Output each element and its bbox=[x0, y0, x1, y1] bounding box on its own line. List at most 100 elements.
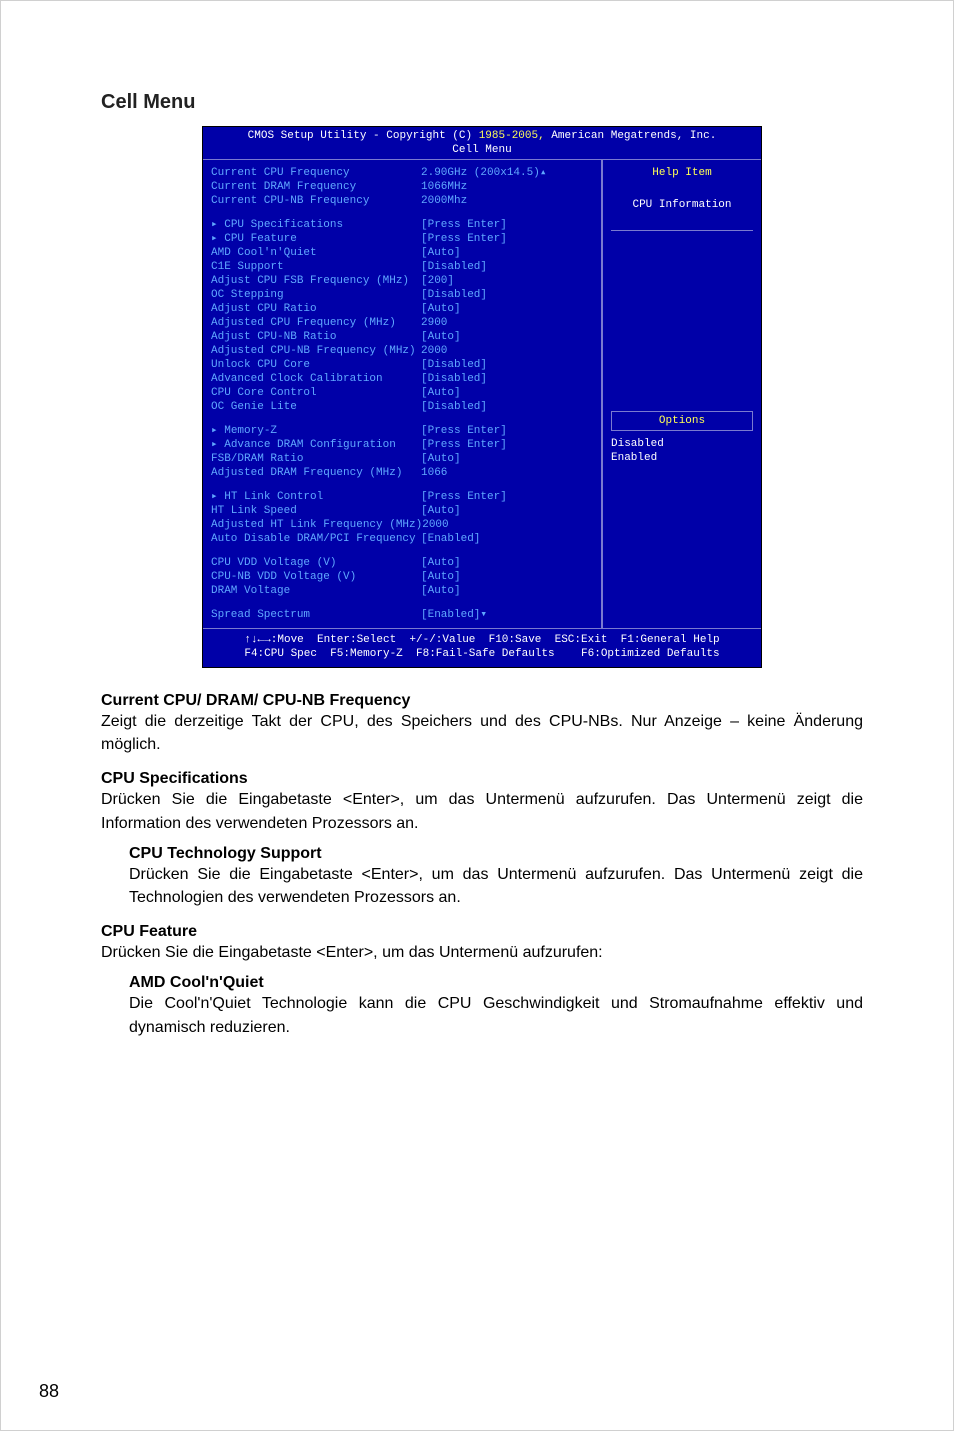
bios-row[interactable]: Adjusted HT Link Frequency (MHz)2000 bbox=[211, 518, 593, 532]
bios-row-label: DRAM Voltage bbox=[211, 584, 421, 598]
bios-row-value: 2900 bbox=[421, 316, 447, 330]
bios-row-label: Current CPU-NB Frequency bbox=[211, 194, 421, 208]
bios-row[interactable]: C1E Support[Disabled] bbox=[211, 260, 593, 274]
term-coolnquiet: AMD Cool'n'Quiet bbox=[129, 974, 863, 992]
bios-row-value: [Press Enter] bbox=[421, 424, 507, 438]
bios-row[interactable]: Current CPU-NB Frequency2000Mhz bbox=[211, 194, 593, 208]
bios-row-label: HT Link Speed bbox=[211, 504, 421, 518]
bios-row-value: [200] bbox=[421, 274, 454, 288]
bios-row-label: Spread Spectrum bbox=[211, 608, 421, 622]
bios-row-label: Unlock CPU Core bbox=[211, 358, 421, 372]
bios-row-label: CPU-NB VDD Voltage (V) bbox=[211, 570, 421, 584]
bios-right-panel: Help Item CPU Information Options Disabl… bbox=[601, 160, 761, 628]
option-enabled: Enabled bbox=[611, 451, 753, 465]
bios-row-label: C1E Support bbox=[211, 260, 421, 274]
bios-row-value: [Auto] bbox=[421, 302, 461, 316]
bios-row-value: 1066MHz bbox=[421, 180, 467, 194]
bios-row-label: CPU Core Control bbox=[211, 386, 421, 400]
sub-block-cnq: AMD Cool'n'Quiet Die Cool'n'Quiet Techno… bbox=[101, 974, 863, 1038]
bios-row-label: ▸ CPU Feature bbox=[211, 232, 421, 246]
bios-screenshot: CMOS Setup Utility - Copyright (C) 1985-… bbox=[202, 126, 762, 668]
option-disabled: Disabled bbox=[611, 437, 753, 451]
bios-row-label: ▸ Memory-Z bbox=[211, 424, 421, 438]
bios-row-value: [Disabled] bbox=[421, 288, 487, 302]
bios-row-value: [Disabled] bbox=[421, 358, 487, 372]
bios-row-value: [Press Enter] bbox=[421, 232, 507, 246]
bios-row[interactable]: Adjust CPU Ratio[Auto] bbox=[211, 302, 593, 316]
bios-row[interactable]: Adjusted DRAM Frequency (MHz)1066 bbox=[211, 466, 593, 480]
bios-row-value: [Press Enter] bbox=[421, 218, 507, 232]
bios-row[interactable]: CPU VDD Voltage (V)[Auto] bbox=[211, 556, 593, 570]
body-coolnquiet: Die Cool'n'Quiet Technologie kann die CP… bbox=[129, 992, 863, 1038]
bios-row-label: ▸ HT Link Control bbox=[211, 490, 421, 504]
bios-row[interactable]: Advanced Clock Calibration[Disabled] bbox=[211, 372, 593, 386]
sub-block-cpu-tech: CPU Technology Support Drücken Sie die E… bbox=[101, 845, 863, 909]
bios-row[interactable]: HT Link Speed[Auto] bbox=[211, 504, 593, 518]
section-title: Cell Menu bbox=[101, 91, 863, 114]
bios-row[interactable]: Current DRAM Frequency1066MHz bbox=[211, 180, 593, 194]
bios-row[interactable]: AMD Cool'n'Quiet[Auto] bbox=[211, 246, 593, 260]
bios-row[interactable]: Adjust CPU-NB Ratio[Auto] bbox=[211, 330, 593, 344]
page-number: 88 bbox=[39, 1381, 59, 1402]
bios-footer: ↑↓←→:Move Enter:Select +/-/:Value F10:Sa… bbox=[203, 628, 761, 667]
bios-row[interactable]: DRAM Voltage[Auto] bbox=[211, 584, 593, 598]
bios-row[interactable]: ▸ CPU Specifications[Press Enter] bbox=[211, 218, 593, 232]
bios-row-value: [Auto] bbox=[421, 584, 461, 598]
body-cpu-spec: Drücken Sie die Eingabetaste <Enter>, um… bbox=[101, 788, 863, 834]
bios-group2: ▸ Memory-Z[Press Enter]▸ Advance DRAM Co… bbox=[211, 424, 593, 480]
bios-row[interactable]: Current CPU Frequency2.90GHz (200x14.5) … bbox=[211, 166, 593, 180]
bios-row-value: [Auto] bbox=[421, 570, 461, 584]
term-cpu-tech: CPU Technology Support bbox=[129, 845, 863, 863]
body-cpu-feature: Drücken Sie die Eingabetaste <Enter>, um… bbox=[101, 941, 863, 964]
bios-row-value: [Auto] bbox=[421, 330, 461, 344]
scroll-down-icon: ▾ bbox=[480, 608, 487, 622]
bios-header: CMOS Setup Utility - Copyright (C) 1985-… bbox=[203, 127, 761, 143]
bios-header-post: American Megatrends, Inc. bbox=[545, 130, 717, 142]
bios-row[interactable]: Unlock CPU Core[Disabled] bbox=[211, 358, 593, 372]
bios-row[interactable]: ▸ CPU Feature[Press Enter] bbox=[211, 232, 593, 246]
bios-group4: CPU VDD Voltage (V)[Auto]CPU-NB VDD Volt… bbox=[211, 556, 593, 598]
bios-row[interactable]: ▸ Memory-Z[Press Enter] bbox=[211, 424, 593, 438]
term-current-freq: Current CPU/ DRAM/ CPU-NB Frequency bbox=[101, 692, 863, 710]
bios-row-label: Adjusted HT Link Frequency (MHz) bbox=[211, 518, 422, 532]
bios-row[interactable]: OC Genie Lite[Disabled] bbox=[211, 400, 593, 414]
bios-row-label: Adjust CPU-NB Ratio bbox=[211, 330, 421, 344]
bios-row[interactable]: FSB/DRAM Ratio[Auto] bbox=[211, 452, 593, 466]
bios-row-label: Adjusted DRAM Frequency (MHz) bbox=[211, 466, 421, 480]
bios-row[interactable]: Spread Spectrum[Enabled] ▾ bbox=[211, 608, 593, 622]
content-area: Cell Menu CMOS Setup Utility - Copyright… bbox=[61, 91, 893, 1039]
bios-row[interactable]: ▸ Advance DRAM Configuration[Press Enter… bbox=[211, 438, 593, 452]
bios-row[interactable]: ▸ HT Link Control[Press Enter] bbox=[211, 490, 593, 504]
bios-row[interactable]: Auto Disable DRAM/PCI Frequency[Enabled] bbox=[211, 532, 593, 546]
bios-row-value: [Disabled] bbox=[421, 260, 487, 274]
bios-row-label: Adjust CPU FSB Frequency (MHz) bbox=[211, 274, 421, 288]
bios-row-label: ▸ CPU Specifications bbox=[211, 218, 421, 232]
bios-row[interactable]: Adjusted CPU-NB Frequency (MHz)2000 bbox=[211, 344, 593, 358]
bios-group3: ▸ HT Link Control[Press Enter]HT Link Sp… bbox=[211, 490, 593, 546]
bios-header-year: 1985-2005, bbox=[479, 130, 545, 142]
scroll-up-icon: ▴ bbox=[540, 166, 547, 180]
bios-row-value: 2000 bbox=[421, 344, 447, 358]
bios-row-value: [Disabled] bbox=[421, 400, 487, 414]
bios-row-value: [Enabled] bbox=[421, 608, 480, 622]
bios-row[interactable]: Adjust CPU FSB Frequency (MHz)[200] bbox=[211, 274, 593, 288]
bios-group5: Spread Spectrum[Enabled] ▾ bbox=[211, 608, 593, 622]
bios-left-panel: Current CPU Frequency2.90GHz (200x14.5) … bbox=[203, 160, 601, 628]
bios-row-label: Adjust CPU Ratio bbox=[211, 302, 421, 316]
bios-row-label: OC Stepping bbox=[211, 288, 421, 302]
document-page: Cell Menu CMOS Setup Utility - Copyright… bbox=[0, 0, 954, 1431]
term-cpu-spec: CPU Specifications bbox=[101, 770, 863, 788]
body-cpu-tech: Drücken Sie die Eingabetaste <Enter>, um… bbox=[129, 863, 863, 909]
bios-row-label: FSB/DRAM Ratio bbox=[211, 452, 421, 466]
bios-row-value: [Auto] bbox=[421, 386, 461, 400]
bios-row[interactable]: CPU Core Control[Auto] bbox=[211, 386, 593, 400]
bios-subtitle: Cell Menu bbox=[203, 143, 761, 159]
bios-row[interactable]: OC Stepping[Disabled] bbox=[211, 288, 593, 302]
bios-footer-line2: F4:CPU Spec F5:Memory-Z F8:Fail-Safe Def… bbox=[209, 647, 755, 661]
bios-row-label: Auto Disable DRAM/PCI Frequency bbox=[211, 532, 421, 546]
bios-header-pre: CMOS Setup Utility - Copyright (C) bbox=[248, 130, 479, 142]
bios-row[interactable]: Adjusted CPU Frequency (MHz)2900 bbox=[211, 316, 593, 330]
bios-row[interactable]: CPU-NB VDD Voltage (V)[Auto] bbox=[211, 570, 593, 584]
bios-row-label: Current DRAM Frequency bbox=[211, 180, 421, 194]
bios-row-value: [Disabled] bbox=[421, 372, 487, 386]
